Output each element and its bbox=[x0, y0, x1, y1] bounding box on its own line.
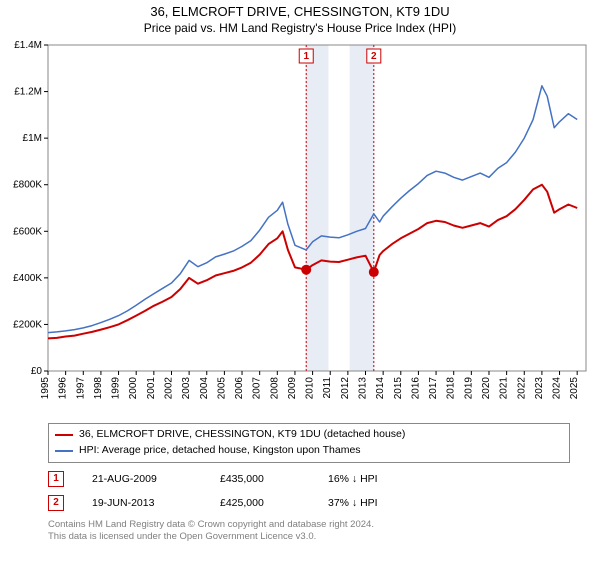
sale-marker: 1 bbox=[48, 471, 64, 487]
svg-text:1: 1 bbox=[303, 51, 309, 62]
svg-text:2014: 2014 bbox=[375, 377, 386, 400]
svg-text:2022: 2022 bbox=[516, 377, 527, 400]
svg-text:2000: 2000 bbox=[128, 377, 139, 400]
svg-text:2008: 2008 bbox=[269, 377, 280, 400]
sale-delta: 37% ↓ HPI bbox=[328, 497, 378, 509]
svg-text:2012: 2012 bbox=[340, 377, 351, 400]
svg-text:2024: 2024 bbox=[552, 377, 563, 400]
sales-table: 1 21-AUG-2009 £435,000 16% ↓ HPI 2 19-JUN-201… bbox=[48, 467, 570, 515]
sale-price: £435,000 bbox=[220, 473, 300, 485]
svg-text:2025: 2025 bbox=[569, 377, 580, 400]
svg-text:£1.4M: £1.4M bbox=[14, 40, 42, 51]
svg-text:2004: 2004 bbox=[199, 377, 210, 400]
svg-text:2021: 2021 bbox=[499, 377, 510, 400]
svg-text:2016: 2016 bbox=[410, 377, 421, 400]
svg-text:£600K: £600K bbox=[13, 226, 42, 237]
svg-text:2005: 2005 bbox=[216, 377, 227, 400]
svg-text:2015: 2015 bbox=[393, 377, 404, 400]
chart-container: 36, ELMCROFT DRIVE, CHESSINGTON, KT9 1DU… bbox=[0, 4, 600, 564]
sale-delta: 16% ↓ HPI bbox=[328, 473, 378, 485]
sale-price: £425,000 bbox=[220, 497, 300, 509]
chart: £0 £200K £400K £600K £800K £1M £1.2M £1.4M 1995 1… bbox=[0, 39, 600, 419]
svg-text:2019: 2019 bbox=[463, 377, 474, 400]
sale-date: 21-AUG-2009 bbox=[92, 473, 192, 485]
svg-text:2017: 2017 bbox=[428, 377, 439, 400]
svg-text:1995: 1995 bbox=[40, 377, 51, 400]
svg-text:2013: 2013 bbox=[358, 377, 369, 400]
legend-item: HPI: Average price, detached house, King… bbox=[55, 443, 563, 459]
svg-text:£1.2M: £1.2M bbox=[14, 87, 42, 98]
svg-text:1997: 1997 bbox=[75, 377, 86, 400]
svg-text:£200K: £200K bbox=[13, 319, 42, 330]
svg-text:2007: 2007 bbox=[252, 377, 263, 400]
legend-label: HPI: Average price, detached house, King… bbox=[79, 443, 361, 459]
sale-date: 19-JUN-2013 bbox=[92, 497, 192, 509]
svg-text:£800K: £800K bbox=[13, 180, 42, 191]
legend-swatch bbox=[55, 434, 73, 436]
legend-swatch bbox=[55, 450, 73, 452]
svg-text:2011: 2011 bbox=[322, 377, 333, 399]
svg-text:1998: 1998 bbox=[93, 377, 104, 400]
svg-text:2009: 2009 bbox=[287, 377, 298, 400]
svg-text:£400K: £400K bbox=[13, 273, 42, 284]
svg-text:2010: 2010 bbox=[305, 377, 316, 400]
sale-marker: 2 bbox=[48, 495, 64, 511]
svg-text:2: 2 bbox=[371, 51, 377, 62]
svg-text:£1M: £1M bbox=[23, 133, 42, 144]
svg-text:2023: 2023 bbox=[534, 377, 545, 400]
sale-row: 1 21-AUG-2009 £435,000 16% ↓ HPI bbox=[48, 467, 570, 491]
svg-text:1999: 1999 bbox=[111, 377, 122, 400]
footer-line-2: This data is licensed under the Open Gov… bbox=[48, 531, 570, 543]
svg-text:2006: 2006 bbox=[234, 377, 245, 400]
svg-text:£0: £0 bbox=[31, 366, 43, 377]
page-subtitle: Price paid vs. HM Land Registry's House … bbox=[0, 21, 600, 35]
legend: 36, ELMCROFT DRIVE, CHESSINGTON, KT9 1DU… bbox=[48, 423, 570, 463]
footer: Contains HM Land Registry data © Crown c… bbox=[48, 519, 570, 544]
sale-row: 2 19-JUN-2013 £425,000 37% ↓ HPI bbox=[48, 491, 570, 515]
svg-text:2020: 2020 bbox=[481, 377, 492, 400]
svg-text:2018: 2018 bbox=[446, 377, 457, 400]
footer-line-1: Contains HM Land Registry data © Crown c… bbox=[48, 519, 570, 531]
legend-item: 36, ELMCROFT DRIVE, CHESSINGTON, KT9 1DU… bbox=[55, 427, 563, 443]
svg-text:2002: 2002 bbox=[163, 377, 174, 400]
chart-svg: £0 £200K £400K £600K £800K £1M £1.2M £1.4M 1995 1… bbox=[0, 39, 600, 419]
svg-text:2003: 2003 bbox=[181, 377, 192, 400]
svg-text:1996: 1996 bbox=[58, 377, 69, 400]
legend-label: 36, ELMCROFT DRIVE, CHESSINGTON, KT9 1DU… bbox=[79, 427, 405, 443]
svg-text:2001: 2001 bbox=[146, 377, 157, 400]
page-title: 36, ELMCROFT DRIVE, CHESSINGTON, KT9 1DU bbox=[0, 4, 600, 19]
